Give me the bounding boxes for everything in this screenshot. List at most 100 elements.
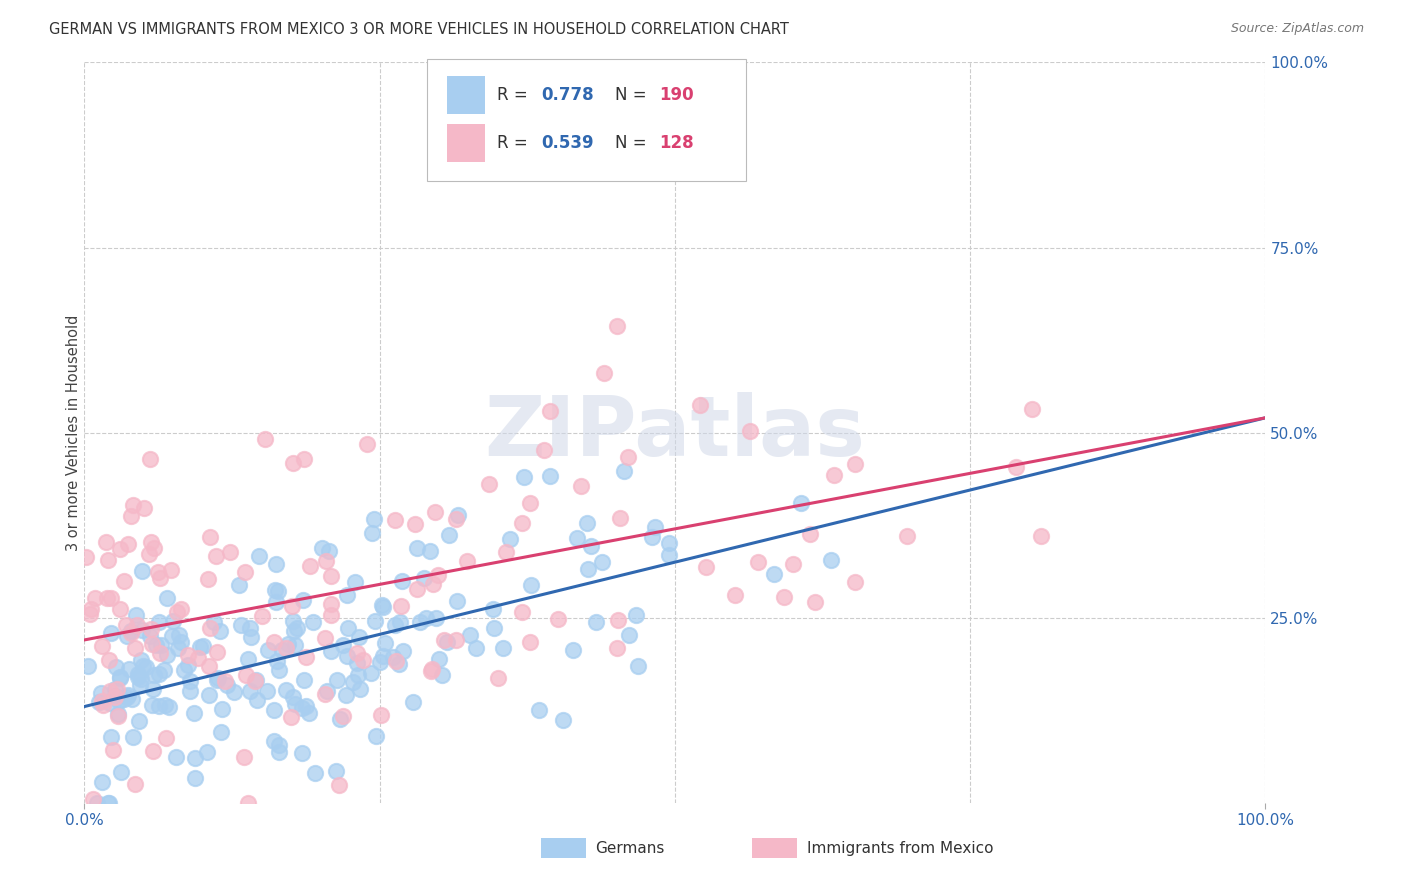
Point [104, 681, 127, 696]
Point [127, 617, 149, 632]
Point [149, 571, 172, 585]
Point [782, 557, 804, 571]
Point [270, 643, 292, 657]
Point [427, 568, 450, 582]
Point [295, 649, 318, 664]
Point [283, 624, 305, 638]
Point [239, 621, 262, 635]
Text: GERMAN VS IMMIGRANTS FROM MEXICO 3 OR MORE VEHICLES IN HOUSEHOLD CORRELATION CHA: GERMAN VS IMMIGRANTS FROM MEXICO 3 OR MO… [49, 22, 789, 37]
Point [433, 633, 456, 648]
Point [198, 659, 221, 673]
Point [101, 743, 124, 757]
Point [256, 684, 278, 698]
Point [105, 681, 128, 696]
Point [332, 638, 354, 652]
Point [179, 674, 201, 689]
Text: Germans: Germans [595, 841, 664, 855]
Point [607, 613, 630, 627]
Point [117, 688, 139, 702]
Point [315, 684, 337, 698]
Point [160, 629, 183, 643]
Point [191, 639, 214, 653]
Point [391, 574, 413, 588]
Point [627, 658, 650, 673]
FancyBboxPatch shape [447, 124, 485, 162]
Point [100, 591, 122, 605]
Point [292, 451, 315, 466]
Point [173, 663, 195, 677]
Point [128, 678, 150, 692]
Point [456, 554, 478, 568]
Point [207, 671, 229, 685]
Point [804, 595, 827, 609]
Point [100, 626, 122, 640]
Point [156, 648, 179, 662]
Point [120, 624, 142, 638]
Text: ZIPatlas: ZIPatlas [485, 392, 865, 473]
Point [371, 648, 394, 663]
Point [79, 602, 101, 616]
Point [98, 684, 121, 698]
Point [304, 765, 326, 780]
Point [519, 496, 541, 510]
Point [349, 682, 371, 697]
Point [344, 575, 367, 590]
Point [238, 651, 260, 665]
Point [267, 584, 290, 599]
Point [205, 673, 228, 687]
Point [465, 640, 488, 655]
Point [444, 512, 467, 526]
Point [263, 703, 285, 717]
Point [97, 796, 120, 810]
Point [360, 666, 382, 681]
Point [790, 496, 813, 510]
Y-axis label: 3 or more Vehicles in Household: 3 or more Vehicles in Household [66, 315, 80, 550]
Point [617, 627, 640, 641]
Point [79, 607, 101, 621]
Text: N =: N = [614, 134, 651, 153]
Point [576, 562, 599, 576]
Point [280, 599, 302, 613]
Point [145, 639, 167, 653]
Point [125, 608, 148, 623]
Point [75, 549, 97, 564]
Point [347, 668, 370, 682]
Point [148, 698, 170, 713]
Point [325, 764, 347, 778]
Point [131, 623, 153, 637]
Point [616, 450, 638, 465]
Point [143, 668, 166, 682]
Point [138, 629, 160, 643]
Point [115, 629, 138, 643]
Text: Immigrants from Mexico: Immigrants from Mexico [807, 841, 994, 855]
Point [370, 707, 392, 722]
Point [139, 452, 162, 467]
Point [439, 527, 461, 541]
Point [276, 683, 298, 698]
Text: R =: R = [496, 86, 533, 104]
Point [131, 564, 153, 578]
Point [256, 643, 278, 657]
Point [204, 549, 226, 564]
Point [609, 511, 631, 525]
Point [368, 655, 391, 669]
Point [148, 566, 170, 580]
FancyBboxPatch shape [427, 59, 745, 181]
Point [315, 554, 337, 568]
Point [371, 598, 394, 612]
Point [104, 660, 127, 674]
Point [762, 567, 785, 582]
Point [214, 674, 236, 689]
Point [141, 637, 163, 651]
Point [538, 404, 561, 418]
Point [200, 530, 222, 544]
Point [281, 614, 304, 628]
Point [291, 592, 314, 607]
Point [391, 643, 413, 657]
Point [374, 636, 396, 650]
Point [353, 653, 375, 667]
Point [239, 683, 262, 698]
Point [409, 615, 432, 630]
Point [364, 729, 387, 743]
Point [76, 659, 98, 673]
